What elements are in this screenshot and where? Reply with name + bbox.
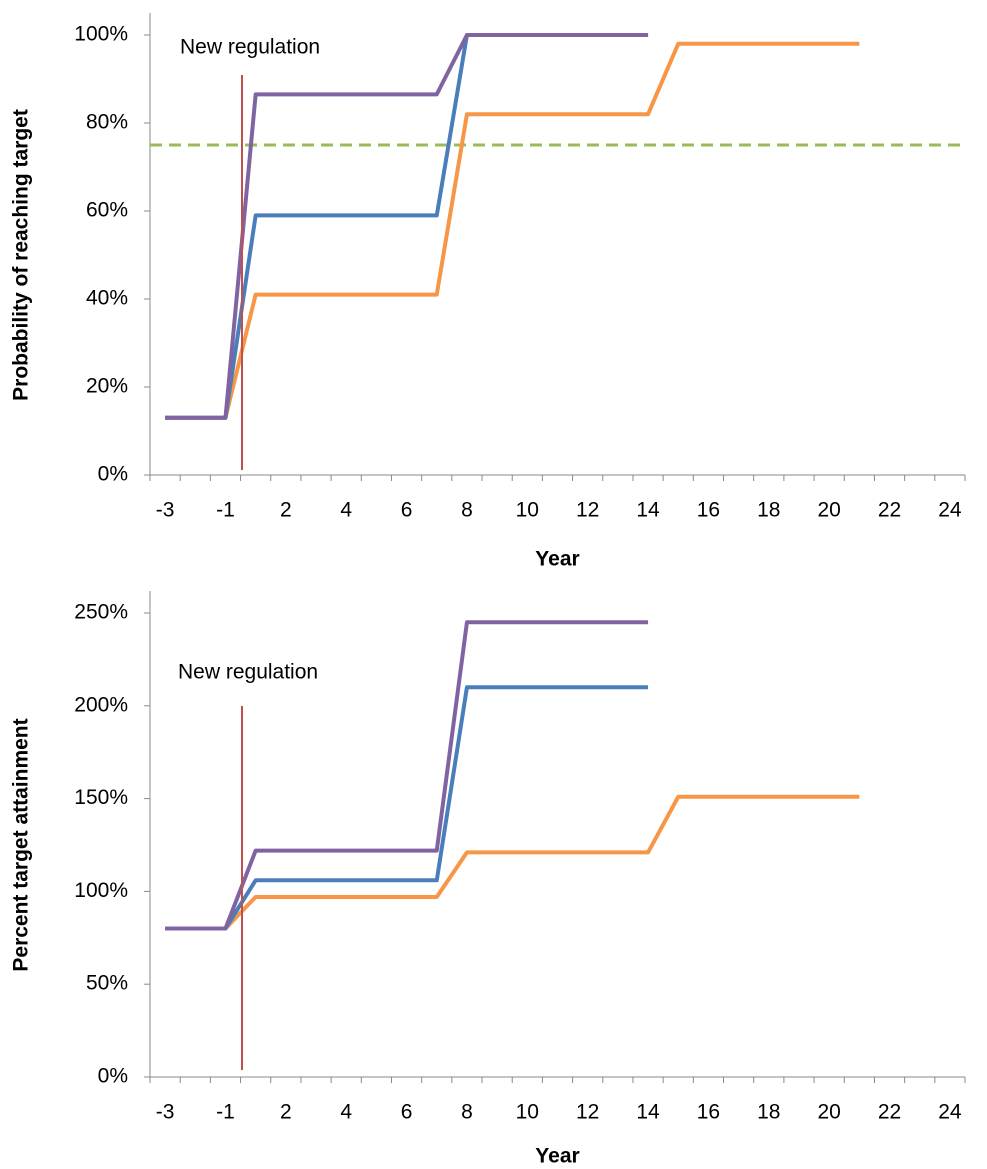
series-line (165, 794, 860, 931)
x-tick-label: 6 (401, 1101, 413, 1124)
y-tick-label: 200% (74, 693, 128, 716)
x-tick-label: 16 (697, 499, 720, 522)
y-axis-title: Percent target attainment (10, 718, 33, 971)
x-tick-label: 22 (878, 1101, 901, 1124)
x-tick-label: -1 (216, 499, 235, 522)
x-tick-label: 14 (636, 1101, 660, 1124)
x-tick-label: 24 (938, 1101, 962, 1124)
x-tick-label: -3 (156, 499, 175, 522)
x-tick-label: 14 (636, 499, 660, 522)
x-tick-label: 2 (280, 1101, 292, 1124)
x-tick-label: 10 (516, 499, 539, 522)
x-tick-label: 2 (280, 499, 292, 522)
y-tick-label: 40% (86, 287, 128, 310)
annotation: New regulation (180, 36, 320, 59)
x-tick-label: 20 (817, 1101, 840, 1124)
x-tick-label: 10 (516, 1101, 539, 1124)
x-tick-label: 22 (878, 499, 901, 522)
annotation: New regulation (178, 661, 318, 684)
y-tick-label: 20% (86, 375, 128, 398)
y-tick-label: 100% (74, 23, 128, 46)
series-line (165, 620, 649, 931)
y-tick-label: 60% (86, 199, 128, 222)
x-tick-label: 24 (938, 499, 962, 522)
x-tick-label: -3 (156, 1101, 175, 1124)
y-tick-label: 0% (98, 463, 128, 486)
x-axis-title: Year (535, 1145, 579, 1168)
x-tick-label: 8 (461, 499, 473, 522)
x-tick-label: 4 (340, 1101, 352, 1124)
y-tick-label: 50% (86, 972, 128, 995)
y-tick-label: 150% (74, 786, 128, 809)
x-tick-label: 6 (401, 499, 413, 522)
x-tick-label: 18 (757, 1101, 780, 1124)
x-tick-label: 20 (817, 499, 840, 522)
y-tick-label: 250% (74, 601, 128, 624)
x-tick-label: 4 (340, 499, 352, 522)
x-tick-label: 8 (461, 1101, 473, 1124)
x-axis-title: Year (535, 548, 579, 571)
x-tick-label: 16 (697, 1101, 720, 1124)
series-line (165, 33, 649, 420)
series-line (165, 685, 649, 931)
y-tick-label: 100% (74, 879, 128, 902)
x-tick-label: 18 (757, 499, 780, 522)
y-axis-title: Probability of reaching target (10, 109, 33, 401)
series-line (165, 41, 860, 420)
y-tick-label: 80% (86, 111, 128, 134)
x-tick-label: 12 (576, 1101, 599, 1124)
x-tick-label: -1 (216, 1101, 235, 1124)
x-tick-label: 12 (576, 499, 599, 522)
y-tick-label: 0% (98, 1065, 128, 1088)
